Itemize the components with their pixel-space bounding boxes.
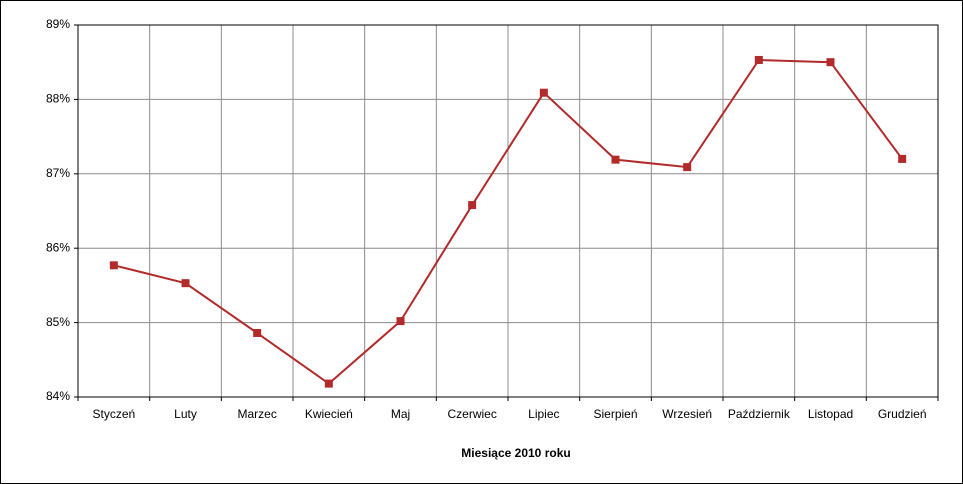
y-tick-label: 89% [46,17,70,31]
x-tick-label: Kwiecień [305,407,353,421]
x-tick-label: Marzec [237,407,276,421]
x-tick-label: Grudzień [878,407,927,421]
data-point [468,201,477,210]
x-axis-title: Miesiące 2010 roku [461,446,570,460]
data-point [611,155,620,164]
data-point [898,154,907,163]
y-tick-label: 84% [46,389,70,403]
y-tick-label: 88% [46,92,70,106]
y-tick-label: 85% [46,315,70,329]
y-tick-label: 87% [46,166,70,180]
data-point [826,58,835,67]
x-tick-label: Czerwiec [447,407,496,421]
data-point [754,55,763,64]
x-tick-label: Lipiec [528,407,559,421]
x-tick-label: Październik [728,407,791,421]
x-tick-label: Wrzesień [662,407,712,421]
data-point [539,88,548,97]
data-point [324,379,333,388]
data-point [253,329,262,338]
data-point [109,261,118,270]
data-point [396,317,405,326]
x-tick-label: Maj [391,407,410,421]
data-point [683,163,692,172]
data-line [113,58,903,385]
x-tick-label: Listopad [808,407,853,421]
x-tick-label: Sierpień [593,407,637,421]
x-tick-label: Styczeń [92,407,135,421]
data-point [181,279,190,288]
y-tick-label: 86% [46,240,70,254]
x-tick-label: Luty [174,407,197,421]
